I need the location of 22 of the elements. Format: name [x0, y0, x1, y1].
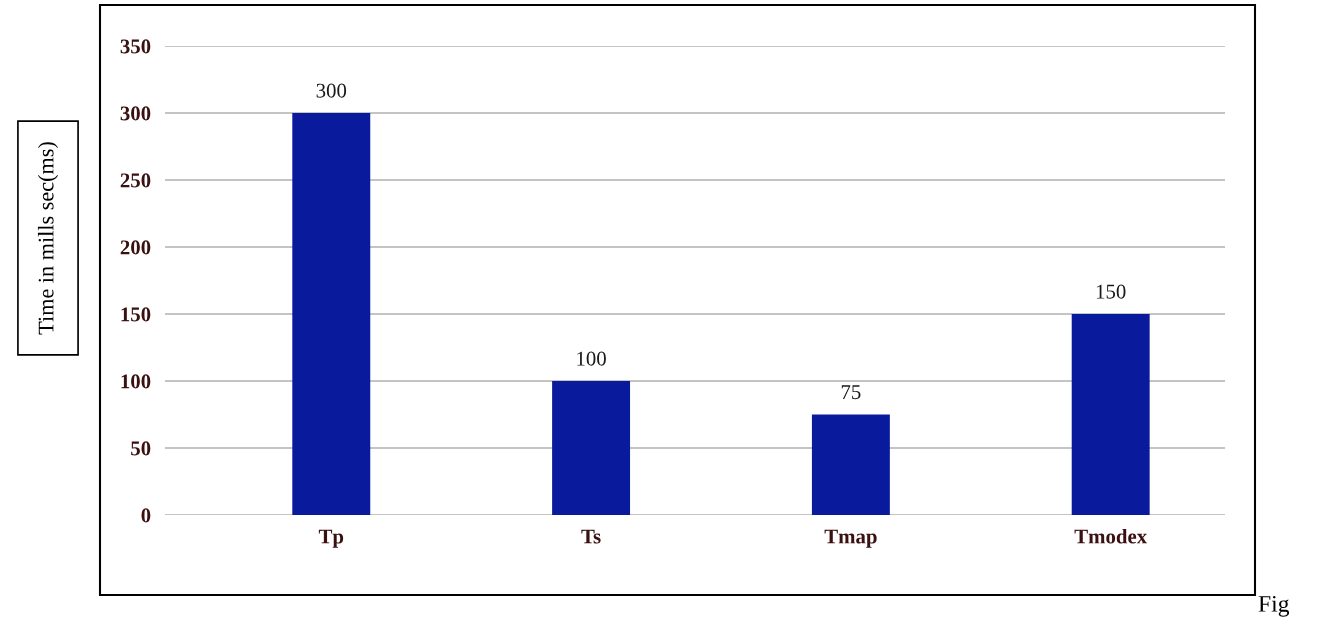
x-tick-label: Tmap — [824, 529, 877, 548]
text: Fig — [1258, 595, 1290, 617]
y-tick-label: 350 — [120, 39, 151, 54]
x-tick-label: Tp — [318, 529, 344, 548]
x-tick-label: Tmodex — [1074, 528, 1148, 544]
data-label: 300 — [316, 83, 347, 98]
x-tick-label: Ts — [581, 529, 601, 544]
y-tick-label: 200 — [120, 240, 151, 255]
y-tick-label: 100 — [121, 374, 151, 389]
y-tick-label: 50 — [131, 441, 151, 456]
data-label: 75 — [841, 385, 861, 400]
data-label: 100 — [577, 351, 606, 366]
y-axis-title: Time in mills sec(ms) — [37, 142, 59, 335]
y-tick-label: 150 — [121, 307, 151, 322]
y-tick-label: 250 — [120, 173, 151, 188]
bar — [552, 381, 631, 515]
bar — [1071, 314, 1150, 515]
bar — [292, 113, 371, 515]
data-label: 150 — [1096, 284, 1126, 299]
y-tick-label: 300 — [120, 106, 151, 121]
y-tick-label: 0 — [141, 508, 151, 523]
bar — [811, 414, 890, 515]
